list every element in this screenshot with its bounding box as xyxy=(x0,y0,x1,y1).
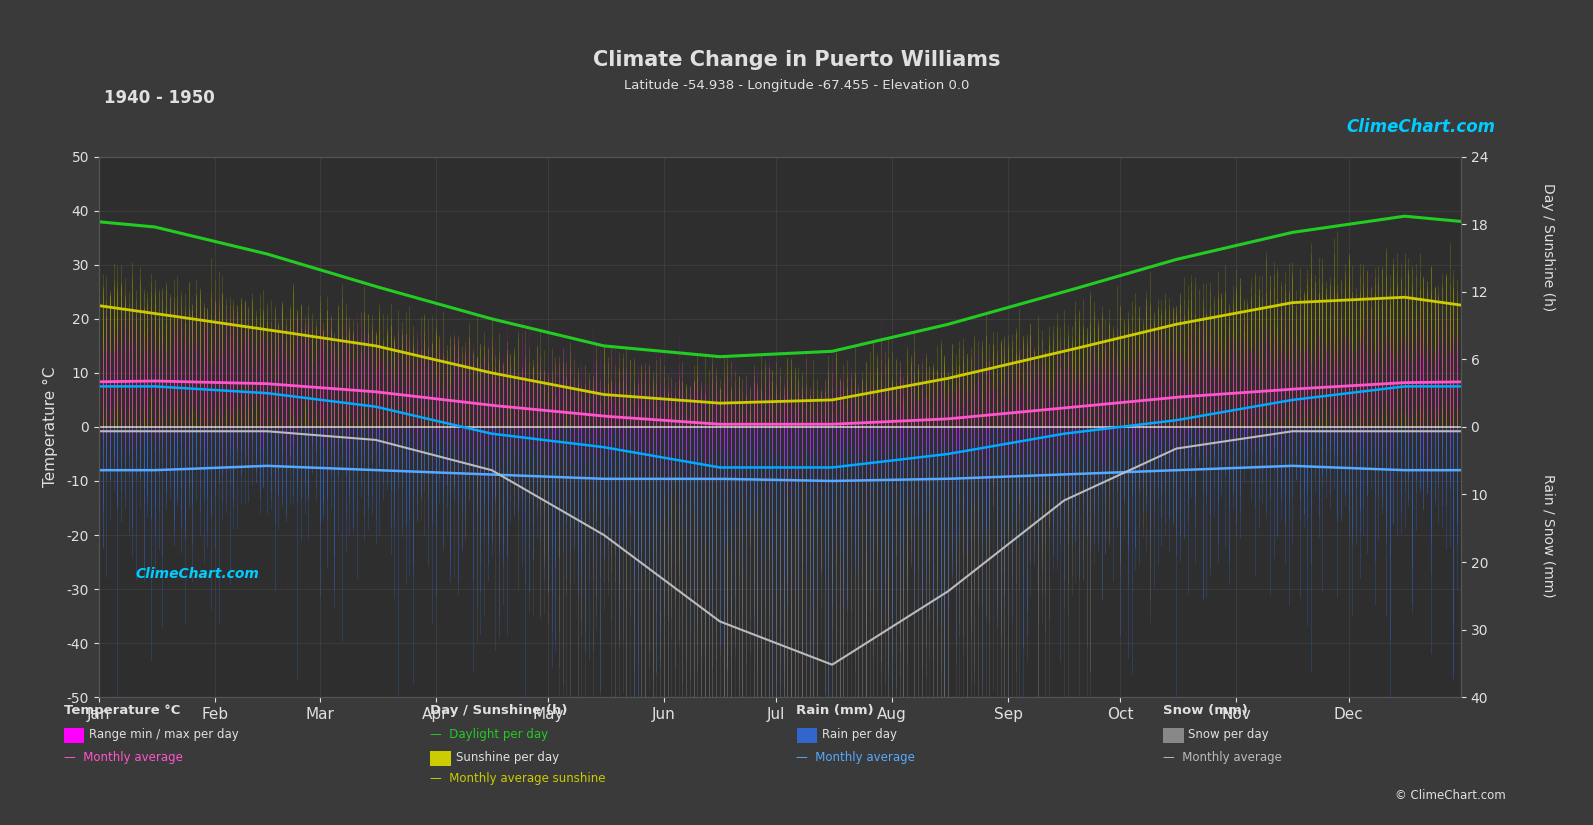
Text: 1940 - 1950: 1940 - 1950 xyxy=(104,89,215,107)
Text: Day / Sunshine (h): Day / Sunshine (h) xyxy=(430,704,567,717)
Text: Rain / Snow (mm): Rain / Snow (mm) xyxy=(1542,474,1555,598)
Y-axis label: Temperature °C: Temperature °C xyxy=(43,366,59,488)
Text: ClimeChart.com: ClimeChart.com xyxy=(1346,118,1496,136)
Text: —  Monthly average sunshine: — Monthly average sunshine xyxy=(430,772,605,785)
Text: Rain per day: Rain per day xyxy=(822,728,897,742)
Text: —  Monthly average: — Monthly average xyxy=(64,751,183,764)
Text: —  Daylight per day: — Daylight per day xyxy=(430,728,548,742)
Text: Latitude -54.938 - Longitude -67.455 - Elevation 0.0: Latitude -54.938 - Longitude -67.455 - E… xyxy=(624,79,969,92)
Text: Snow per day: Snow per day xyxy=(1188,728,1270,742)
Text: Climate Change in Puerto Williams: Climate Change in Puerto Williams xyxy=(593,50,1000,70)
Text: Temperature °C: Temperature °C xyxy=(64,704,180,717)
Text: Range min / max per day: Range min / max per day xyxy=(89,728,239,742)
Text: Day / Sunshine (h): Day / Sunshine (h) xyxy=(1542,183,1555,312)
Text: Rain (mm): Rain (mm) xyxy=(796,704,875,717)
Text: Snow (mm): Snow (mm) xyxy=(1163,704,1247,717)
Text: —  Monthly average: — Monthly average xyxy=(1163,751,1282,764)
Text: Sunshine per day: Sunshine per day xyxy=(456,751,559,764)
Text: ClimeChart.com: ClimeChart.com xyxy=(135,567,260,581)
Text: © ClimeChart.com: © ClimeChart.com xyxy=(1394,789,1505,802)
Text: —  Monthly average: — Monthly average xyxy=(796,751,916,764)
